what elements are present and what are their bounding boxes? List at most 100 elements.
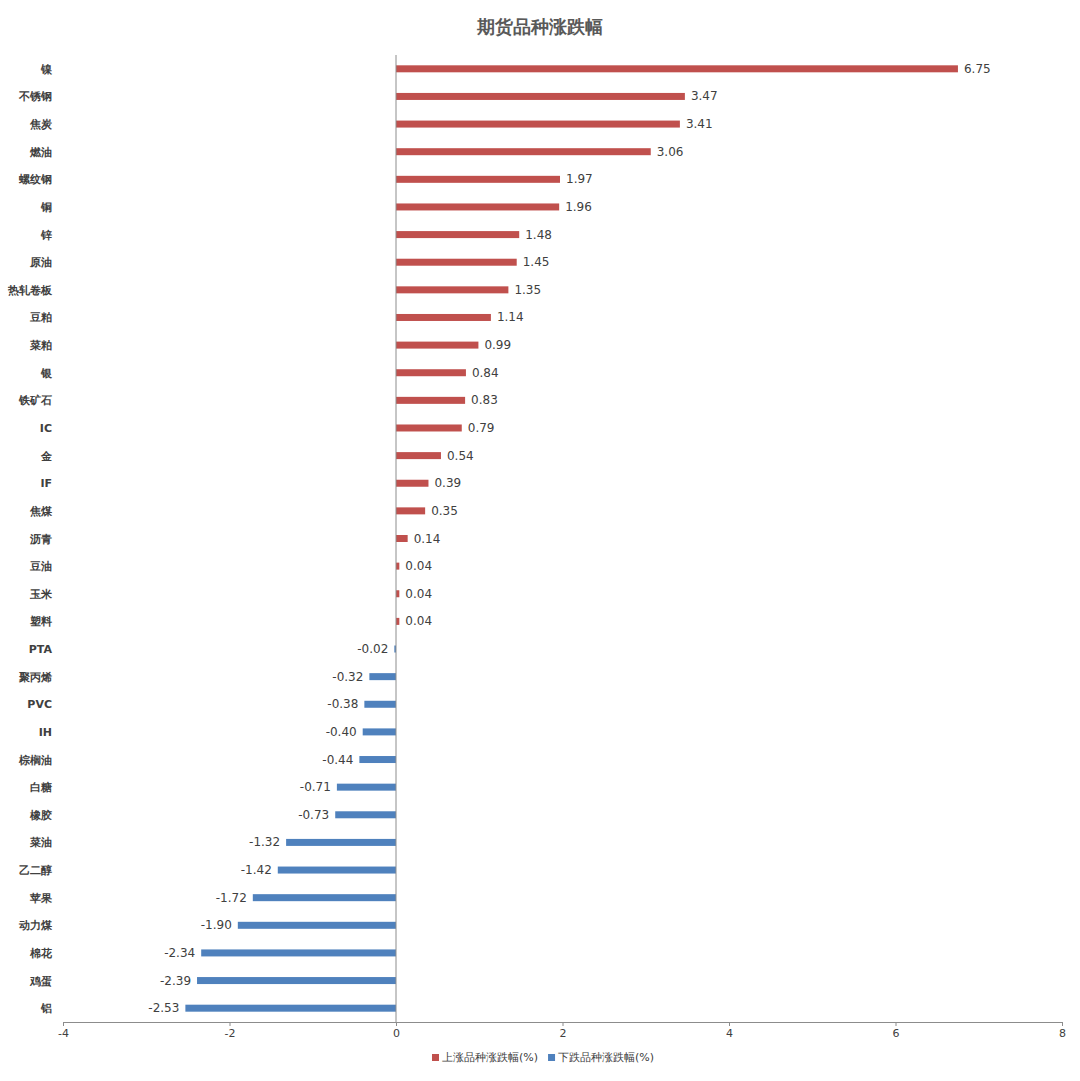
data-label: 0.14 xyxy=(414,532,441,546)
data-label: -2.53 xyxy=(148,1001,179,1015)
tick: 4 xyxy=(726,1022,733,1040)
bar xyxy=(396,480,428,487)
x-axis: -4 -2 0 2 4 6 8 xyxy=(58,1022,1066,1040)
bar xyxy=(396,231,519,238)
bar xyxy=(396,314,491,321)
category-label: 鸡蛋 xyxy=(29,975,52,988)
data-label: 1.96 xyxy=(565,200,592,214)
bar xyxy=(337,784,396,791)
data-label: 0.99 xyxy=(484,338,511,352)
category-label: 菜油 xyxy=(29,836,52,849)
data-label: -0.02 xyxy=(357,642,388,656)
data-label: 3.47 xyxy=(691,89,718,103)
tick-label: 0 xyxy=(393,1027,400,1040)
data-label: -2.39 xyxy=(160,974,191,988)
data-label: 1.97 xyxy=(566,172,593,186)
legend-swatch xyxy=(548,1054,555,1061)
category-label: 聚丙烯 xyxy=(18,671,52,684)
category-label: 热轧卷板 xyxy=(7,284,53,297)
data-label: -1.90 xyxy=(201,918,232,932)
category-label: 塑料 xyxy=(29,615,52,628)
legend-swatch xyxy=(432,1054,439,1061)
data-label: 0.35 xyxy=(431,504,458,518)
bar xyxy=(396,203,559,210)
category-label: 原油 xyxy=(29,256,52,269)
bar xyxy=(396,121,680,128)
bar xyxy=(396,535,408,542)
axis-line xyxy=(64,1023,1063,1027)
tick: -2 xyxy=(225,1022,236,1040)
tick: 6 xyxy=(893,1022,900,1040)
data-label: 1.14 xyxy=(497,310,524,324)
legend-item: 下跌品种涨跌幅(%) xyxy=(548,1051,654,1064)
category-label: 铝 xyxy=(40,1002,52,1015)
category-label: 棕榈油 xyxy=(18,754,52,767)
bar xyxy=(286,839,396,846)
category-label: 豆粕 xyxy=(29,311,52,324)
category-label: 铜 xyxy=(40,201,52,214)
bar xyxy=(197,977,396,984)
data-label: 1.48 xyxy=(525,228,552,242)
data-label: 0.39 xyxy=(434,476,461,490)
data-label: 0.83 xyxy=(471,393,498,407)
category-label: 镍 xyxy=(40,63,53,76)
bar xyxy=(396,65,958,72)
tick-label: 4 xyxy=(726,1027,733,1040)
tick-mark xyxy=(896,1022,897,1026)
bar xyxy=(396,259,517,266)
data-label: -0.44 xyxy=(322,753,353,767)
data-label: -1.42 xyxy=(241,863,272,877)
bar xyxy=(396,507,425,514)
bar xyxy=(335,811,396,818)
bar xyxy=(396,424,462,431)
data-label: -0.32 xyxy=(332,670,363,684)
category-label: 银 xyxy=(40,367,53,380)
data-label: 3.06 xyxy=(657,145,684,159)
bar xyxy=(278,867,396,874)
data-label: -0.71 xyxy=(300,780,331,794)
tick: 2 xyxy=(560,1022,567,1040)
category-label: 铁矿石 xyxy=(18,394,52,407)
tick-mark xyxy=(396,1022,397,1026)
category-label: 焦炭 xyxy=(29,118,53,131)
data-label: 1.35 xyxy=(514,283,541,297)
data-label: 0.79 xyxy=(468,421,495,435)
legend-item: 上涨品种涨跌幅(%) xyxy=(432,1051,538,1064)
bar xyxy=(396,148,651,155)
bar xyxy=(238,922,396,929)
category-label: 玉米 xyxy=(29,588,53,601)
data-label: 0.04 xyxy=(405,587,432,601)
data-label: -0.40 xyxy=(326,725,357,739)
bar xyxy=(253,894,396,901)
category-label: 动力煤 xyxy=(18,919,53,932)
bar xyxy=(364,701,396,708)
category-label: 橡胶 xyxy=(29,809,52,822)
category-axis: 镍不锈钢焦炭燃油螺纹钢铜锌原油热轧卷板豆粕菜粕银铁矿石IC金IF焦煤沥青豆油玉米… xyxy=(7,63,53,1015)
bar xyxy=(396,397,465,404)
category-label: 白糖 xyxy=(30,781,52,794)
tick-mark xyxy=(230,1022,231,1026)
title: 期货品种涨跌幅 xyxy=(476,16,603,37)
data-label: -0.38 xyxy=(327,697,358,711)
data-label: 1.45 xyxy=(523,255,550,269)
bar xyxy=(396,176,560,183)
data-label: -1.72 xyxy=(216,891,247,905)
tick-label: -2 xyxy=(225,1027,236,1040)
data-label: 0.04 xyxy=(405,614,432,628)
category-label: 豆油 xyxy=(29,560,52,573)
legend: 上涨品种涨跌幅(%) 下跌品种涨跌幅(%) xyxy=(432,1051,654,1064)
bar xyxy=(396,93,685,100)
category-label: 乙二醇 xyxy=(19,864,52,877)
category-label: 螺纹钢 xyxy=(18,173,52,186)
bar xyxy=(396,342,478,349)
bar xyxy=(185,1005,396,1012)
bar xyxy=(396,452,441,459)
bars xyxy=(185,65,958,1011)
bar xyxy=(369,673,396,680)
tick-label: 2 xyxy=(560,1027,567,1040)
category-label: 不锈钢 xyxy=(18,90,52,103)
category-label: 焦煤 xyxy=(29,505,53,518)
tick-label: -4 xyxy=(58,1027,69,1040)
tick: 8 xyxy=(1059,1022,1066,1040)
category-label: IF xyxy=(40,477,52,490)
